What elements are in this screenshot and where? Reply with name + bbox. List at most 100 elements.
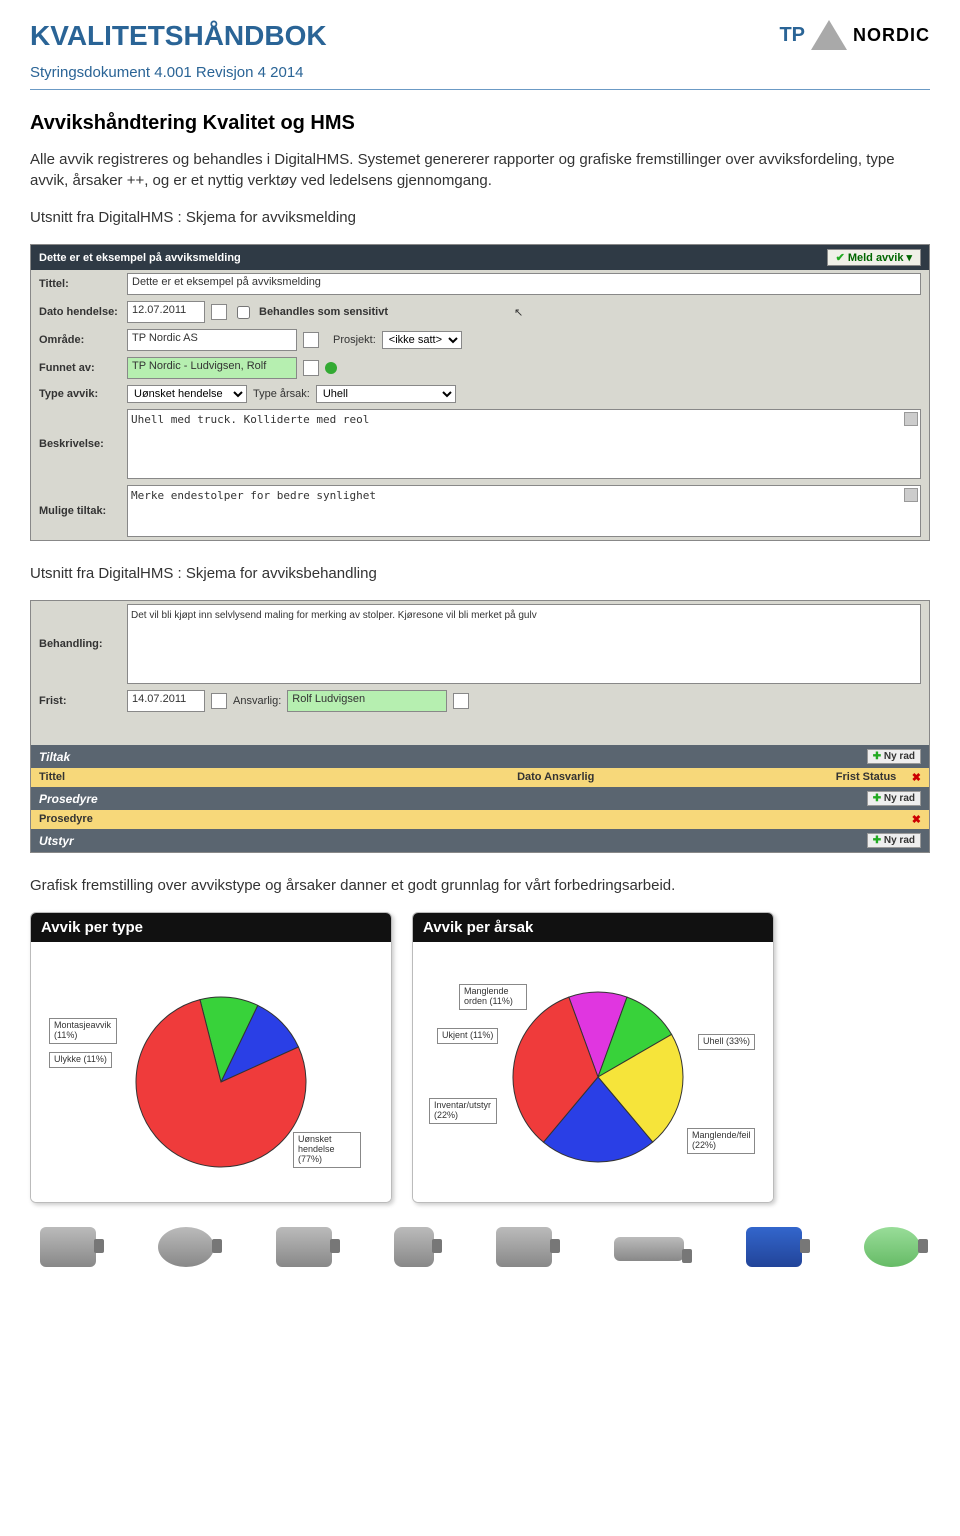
typeavvik-select[interactable]: Uønsket hendelse [127,385,247,403]
footer-icons [30,1227,930,1267]
motor-icon [276,1227,332,1267]
col-tittel: Tittel [39,771,517,784]
tiltak-bar: Tiltak ✚ Ny rad [31,745,929,768]
gear-icon [158,1227,214,1267]
chart-avvik-type: Avvik per type Montasjeavvik (11%) Ulykk… [30,912,392,1203]
omrade-input[interactable]: TP Nordic AS [127,329,297,351]
label-funnet: Funnet av: [39,362,121,374]
doc-header: KVALITETSHÅNDBOK Styringsdokument 4.001 … [30,20,930,81]
charts-row: Avvik per type Montasjeavvik (11%) Ulykk… [30,912,930,1203]
add-icon[interactable] [325,362,337,374]
prosjekt-select[interactable]: <ikke satt> [382,331,462,349]
tiltak-text: Merke endestolper for bedre synlighet [131,489,376,502]
calendar-icon-2[interactable] [211,693,227,709]
search-icon[interactable] [303,332,319,348]
nyrad-button-2[interactable]: ✚ Ny rad [867,791,921,806]
tiltak-header-row: Tittel Dato Ansvarlig Frist Status ✖ [31,768,929,787]
behandling-text: Det vil bli kjøpt inn selvlysend maling … [131,610,537,621]
doc-subtitle: Styringsdokument 4.001 Revisjon 4 2014 [30,64,327,81]
col-frist: Frist Status [836,771,906,784]
charts-caption: Grafisk fremstilling over avvikstype og … [30,875,930,896]
ansvarlig-input[interactable]: Rolf Ludvigsen [287,690,447,712]
screenshot1-caption: Utsnitt fra DigitalHMS : Skjema for avvi… [30,207,930,228]
chart2-label-4: Uhell (33%) [698,1034,755,1050]
chart1-body: Montasjeavvik (11%) Ulykke (11%) Uønsket… [31,942,391,1202]
logo-triangle-icon [811,20,847,50]
label-typearsak: Type årsak: [253,388,310,400]
logo-text: NORDIC [853,25,930,46]
col-dato: Dato Ansvarlig [517,771,836,784]
chart2-body: Manglende orden (11%) Ukjent (11%) Inven… [413,942,773,1202]
meld-avvik-label: Meld avvik [848,252,904,264]
scroll-icon[interactable] [904,412,918,426]
header-divider [30,89,930,90]
chart2-label-2: Inventar/utstyr (22%) [429,1098,497,1124]
utstyr-bar: Utstyr ✚ Ny rad [31,829,929,852]
check-icon: ✔ [836,251,845,264]
screenshot2-caption: Utsnitt fra DigitalHMS : Skjema for avvi… [30,563,930,584]
frist-input[interactable]: 14.07.2011 [127,690,205,712]
tiltak-textarea[interactable]: Merke endestolper for bedre synlighet [127,485,921,537]
avviksmelding-form: Dette er et eksempel på avviksmelding ✔ … [30,244,930,541]
motor-icon [496,1227,552,1267]
avviksbehandling-form: Behandling: Det vil bli kjøpt inn selvly… [30,600,930,853]
delete-icon-2[interactable]: ✖ [912,813,921,826]
intro-paragraph: Alle avvik registreres og behandles i Di… [30,149,930,191]
label-prosjekt: Prosjekt: [333,334,376,346]
dato-input[interactable]: 12.07.2011 [127,301,205,323]
delete-icon[interactable]: ✖ [912,771,921,784]
typearsak-select[interactable]: Uhell [316,385,456,403]
scroll-icon-2[interactable] [904,488,918,502]
label-frist: Frist: [39,695,121,707]
chart2-svg [413,942,773,1202]
beskrivelse-textarea[interactable]: Uhell med truck. Kolliderte med reol [127,409,921,479]
search-icon-2[interactable] [303,360,319,376]
label-dato: Dato hendelse: [39,306,121,318]
chart2-label-0: Manglende orden (11%) [459,984,527,1010]
chart2-label-3: Manglende/feil (22%) [687,1128,755,1154]
label-ansvarlig: Ansvarlig: [233,695,281,707]
prosedyre-row: Prosedyre ✖ [31,810,929,829]
belt-icon [614,1237,684,1261]
calendar-icon[interactable] [211,304,227,320]
funnet-input[interactable]: TP Nordic - Ludvigsen, Rolf [127,357,297,379]
label-behandling: Behandling: [39,638,121,650]
tittel-input[interactable]: Dette er et eksempel på avviksmelding [127,273,921,295]
sensitivt-checkbox[interactable] [237,306,250,319]
tiltak-bar-label: Tiltak [39,750,70,764]
cursor-icon: ↖ [514,306,523,319]
form1-titlebar: Dette er et eksempel på avviksmelding ✔ … [31,245,929,270]
search-icon-3[interactable] [453,693,469,709]
chart-avvik-arsak: Avvik per årsak Manglende orden (11%) Uk… [412,912,774,1203]
form1-title: Dette er et eksempel på avviksmelding [39,252,241,264]
section-heading: Avvikshåndtering Kvalitet og HMS [30,112,930,135]
meld-avvik-button[interactable]: ✔ Meld avvik ▾ [827,249,921,266]
label-sensitivt: Behandles som sensitivt [259,306,388,318]
prosedyre-row-label: Prosedyre [39,813,93,826]
label-omrade: Område: [39,334,121,346]
chart2-label-1: Ukjent (11%) [437,1028,498,1044]
utstyr-bar-label: Utstyr [39,834,74,848]
label-tiltak: Mulige tiltak: [39,505,121,517]
chart1-label-1: Ulykke (11%) [49,1052,112,1068]
nyrad-button-3[interactable]: ✚ Ny rad [867,833,921,848]
fan-icon [864,1227,920,1267]
prosedyre-bar: Prosedyre ✚ Ny rad [31,787,929,810]
label-typeavvik: Type avvik: [39,388,121,400]
chart1-label-0: Montasjeavvik (11%) [49,1018,117,1044]
beskrivelse-text: Uhell med truck. Kolliderte med reol [131,413,369,426]
label-beskrivelse: Beskrivelse: [39,438,121,450]
chevron-down-icon: ▾ [906,251,912,264]
coupling-icon [394,1227,434,1267]
motor-blue-icon [746,1227,802,1267]
title-block: KVALITETSHÅNDBOK Styringsdokument 4.001 … [30,20,327,81]
logo-tp: TP [779,24,805,47]
behandling-textarea[interactable]: Det vil bli kjøpt inn selvlysend maling … [127,604,921,684]
doc-title: KVALITETSHÅNDBOK [30,20,327,52]
nyrad-button[interactable]: ✚ Ny rad [867,749,921,764]
chart2-title: Avvik per årsak [413,913,773,942]
chart1-label-2: Uønsket hendelse (77%) [293,1132,361,1168]
prosedyre-bar-label: Prosedyre [39,792,98,806]
chart1-title: Avvik per type [31,913,391,942]
logo: TP NORDIC [779,20,930,50]
